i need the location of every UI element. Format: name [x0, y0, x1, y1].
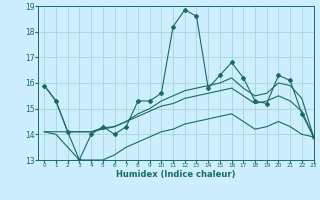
- X-axis label: Humidex (Indice chaleur): Humidex (Indice chaleur): [116, 170, 236, 179]
